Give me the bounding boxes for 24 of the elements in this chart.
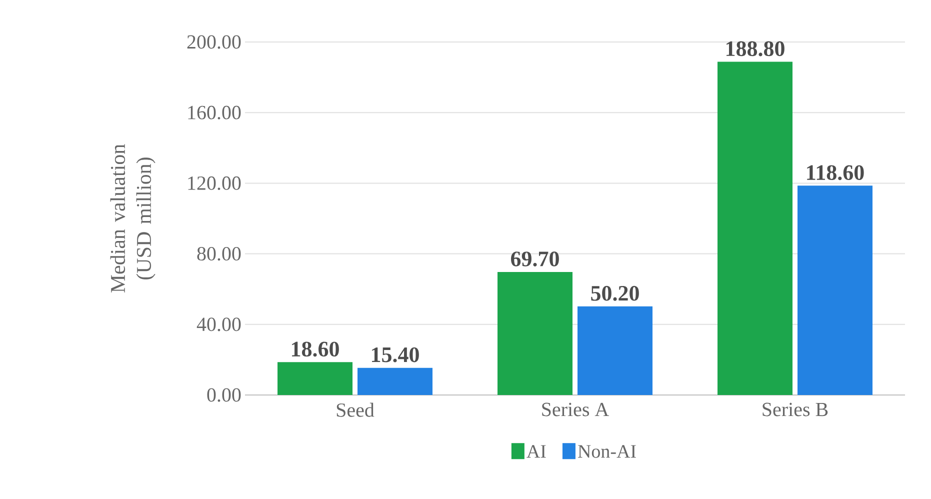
data-label: 188.80	[726, 41, 784, 56]
y-tick-label: 160.00	[188, 106, 241, 120]
data-label: 69.70	[511, 252, 559, 266]
legend-label: AI	[526, 445, 546, 458]
x-tick-label: Seed	[336, 402, 374, 417]
data-label: 18.60	[292, 342, 339, 357]
y-tick-label: 0.00	[207, 388, 241, 402]
bar	[498, 272, 573, 395]
data-label: 50.20	[591, 286, 639, 301]
y-tick-label: 80.00	[197, 247, 241, 261]
y-tick-label: 40.00	[196, 318, 241, 332]
bar	[798, 186, 873, 395]
data-label: 118.60	[807, 165, 864, 180]
legend-label: Non-AI	[578, 445, 636, 458]
bar	[578, 306, 653, 395]
data-label: 15.40	[372, 347, 419, 362]
bar	[718, 62, 793, 395]
bar	[358, 368, 433, 395]
x-tick-label: Series A	[542, 402, 609, 416]
bar	[278, 362, 353, 395]
y-tick-label: 120.00	[188, 176, 241, 190]
y-tick-label: 200.00	[187, 35, 241, 49]
x-tick-label: Series B	[762, 402, 828, 416]
y-axis-title: Median valuation (USD million)	[110, 144, 156, 293]
